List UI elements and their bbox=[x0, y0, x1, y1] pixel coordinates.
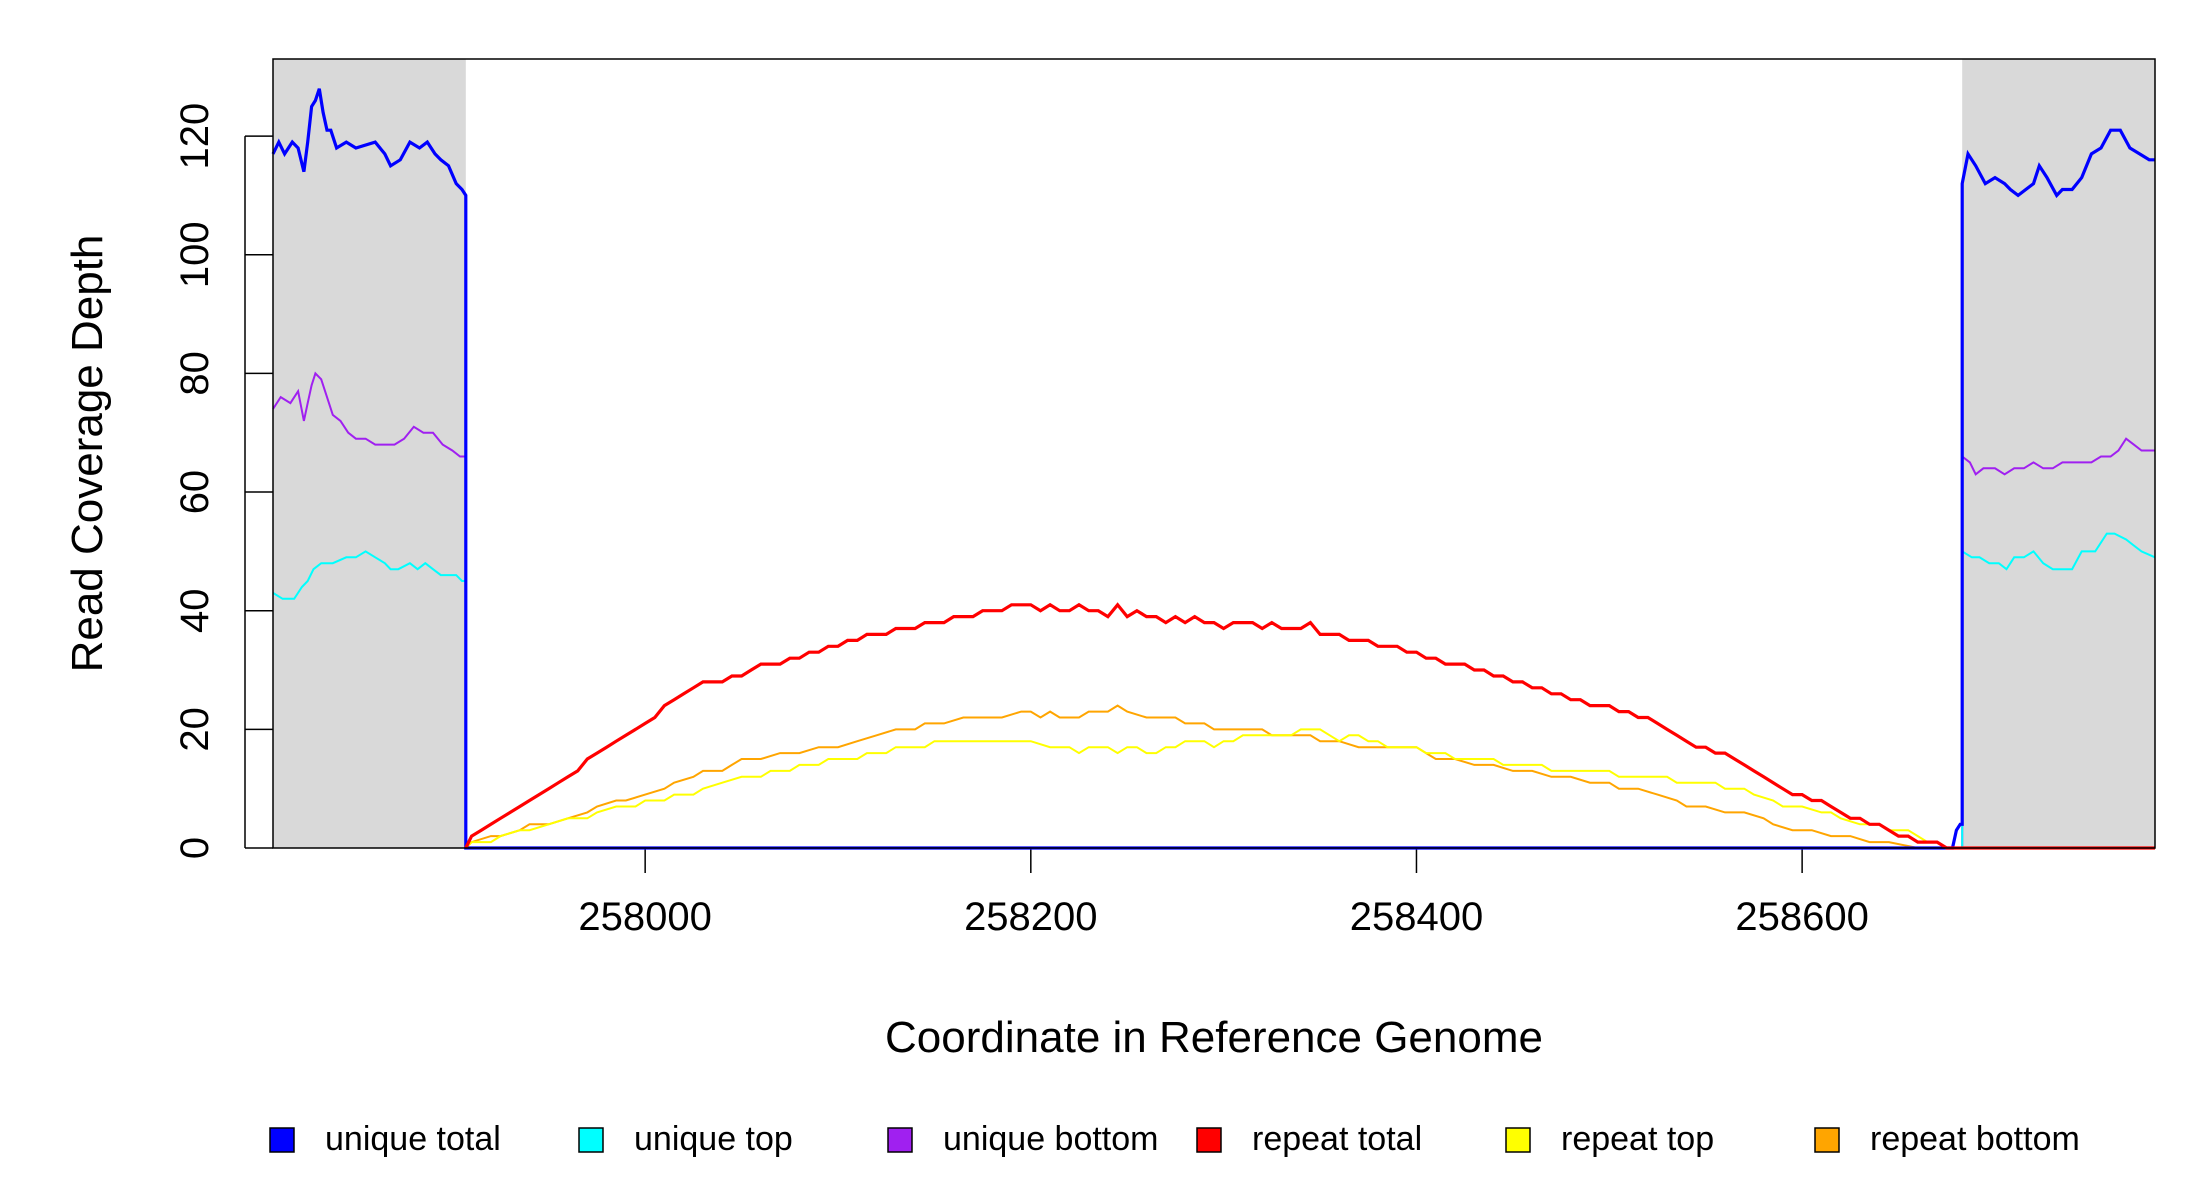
series-line-unique-top bbox=[272, 532, 2156, 849]
series-line-repeat-bottom bbox=[465, 704, 2155, 849]
plot-frame bbox=[272, 58, 2156, 849]
legend-swatch bbox=[887, 1127, 913, 1153]
y-tick-label: 40 bbox=[173, 588, 217, 633]
legend-swatch bbox=[1196, 1127, 1222, 1153]
legend-label: unique top bbox=[634, 1120, 793, 1158]
legend-swatch bbox=[1505, 1127, 1531, 1153]
series-line-repeat-top bbox=[465, 728, 2155, 849]
legend-label: unique total bbox=[325, 1120, 501, 1158]
y-axis: 0 20 40 60 80 100 120 bbox=[173, 103, 273, 859]
x-tick-label: 258200 bbox=[964, 895, 1097, 939]
x-axis: 258000 258200 258400 258600 bbox=[578, 848, 1869, 939]
series-lines bbox=[271, 88, 2156, 850]
y-tick-label: 80 bbox=[173, 351, 217, 396]
x-tick-label: 258400 bbox=[1350, 895, 1483, 939]
shaded-regions bbox=[273, 59, 2155, 848]
series-line-repeat-total bbox=[464, 602, 2155, 850]
shaded-region-1 bbox=[1962, 59, 2155, 848]
legend-swatch bbox=[578, 1127, 604, 1153]
legend-swatch bbox=[1814, 1127, 1840, 1153]
x-axis-label: Coordinate in Reference Genome bbox=[885, 1013, 1543, 1062]
shaded-region-0 bbox=[273, 59, 466, 848]
series-line-unique-bottom bbox=[272, 371, 2155, 849]
legend: unique total unique top unique bottom repea… bbox=[269, 1120, 2080, 1158]
x-tick-label: 258000 bbox=[578, 895, 711, 939]
legend-label: unique bottom bbox=[943, 1120, 1159, 1158]
y-tick-label: 20 bbox=[173, 707, 217, 752]
y-tick-label: 100 bbox=[173, 221, 217, 288]
legend-swatch bbox=[269, 1127, 295, 1153]
y-tick-label: 0 bbox=[173, 837, 217, 859]
y-axis-label: Read Coverage Depth bbox=[63, 235, 112, 673]
y-tick-label: 60 bbox=[173, 470, 217, 515]
legend-label: repeat bottom bbox=[1870, 1120, 2080, 1158]
x-tick-label: 258600 bbox=[1735, 895, 1868, 939]
legend-label: repeat total bbox=[1252, 1120, 1422, 1158]
y-tick-label: 120 bbox=[173, 103, 217, 170]
legend-label: repeat top bbox=[1561, 1120, 1714, 1158]
series-line-unique-total bbox=[271, 88, 2155, 850]
